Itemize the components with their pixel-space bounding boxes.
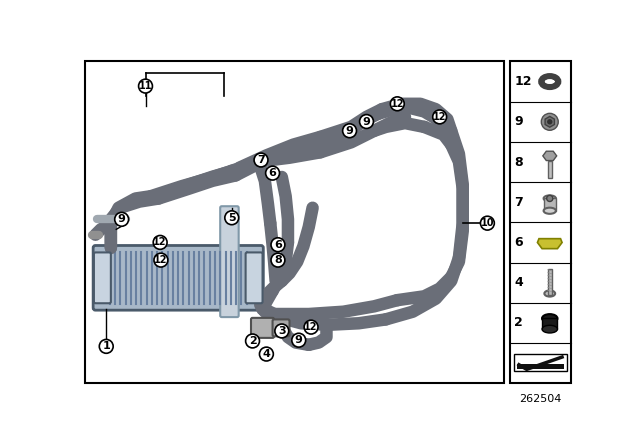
Ellipse shape [543, 195, 556, 202]
Bar [509, 61, 572, 383]
Text: 12: 12 [515, 75, 532, 88]
Text: 9: 9 [295, 335, 303, 345]
Circle shape [225, 211, 239, 225]
Circle shape [304, 320, 318, 334]
FancyBboxPatch shape [220, 206, 239, 317]
Text: 4: 4 [262, 349, 270, 359]
Ellipse shape [542, 314, 557, 323]
Polygon shape [543, 151, 557, 160]
Circle shape [547, 119, 552, 125]
Text: 9: 9 [515, 115, 523, 128]
Polygon shape [517, 364, 564, 369]
Bar [542, 319, 557, 329]
Circle shape [153, 236, 167, 250]
Ellipse shape [543, 208, 556, 214]
FancyBboxPatch shape [94, 252, 111, 303]
Text: 2: 2 [249, 336, 257, 346]
Text: 1: 1 [102, 341, 110, 351]
Circle shape [390, 97, 404, 111]
Polygon shape [545, 116, 554, 127]
Text: 7: 7 [257, 155, 265, 165]
FancyBboxPatch shape [251, 318, 274, 338]
Text: 10: 10 [481, 218, 494, 228]
Circle shape [541, 113, 558, 130]
Ellipse shape [545, 290, 555, 297]
Bar [543, 198, 556, 211]
Text: 6: 6 [269, 168, 276, 178]
Text: 6: 6 [274, 240, 282, 250]
Text: 12: 12 [154, 237, 167, 247]
Circle shape [547, 195, 553, 202]
Text: 4: 4 [515, 276, 523, 289]
Text: 8: 8 [515, 155, 523, 168]
Circle shape [266, 166, 280, 180]
Text: 3: 3 [278, 326, 285, 336]
Ellipse shape [545, 79, 554, 84]
Circle shape [271, 238, 285, 252]
Text: 11: 11 [139, 81, 152, 91]
Circle shape [99, 340, 113, 353]
Text: 9: 9 [346, 126, 353, 136]
Bar [86, 61, 504, 383]
Circle shape [342, 124, 356, 138]
Circle shape [139, 79, 152, 93]
Circle shape [246, 334, 259, 348]
Circle shape [275, 324, 289, 338]
FancyBboxPatch shape [93, 246, 263, 310]
Text: 262504: 262504 [519, 394, 562, 404]
Text: 8: 8 [274, 255, 282, 265]
Text: 12: 12 [390, 99, 404, 109]
Text: 5: 5 [228, 213, 236, 223]
Circle shape [433, 110, 447, 124]
Circle shape [481, 216, 494, 230]
FancyBboxPatch shape [246, 252, 262, 303]
Circle shape [271, 253, 285, 267]
Circle shape [154, 253, 168, 267]
Circle shape [115, 212, 129, 226]
Text: 2: 2 [515, 316, 523, 329]
Polygon shape [538, 239, 562, 249]
Circle shape [360, 115, 373, 129]
Circle shape [292, 333, 306, 347]
Text: 9: 9 [118, 214, 125, 224]
Text: 9: 9 [363, 116, 371, 126]
Bar [548, 161, 552, 178]
Bar [515, 354, 566, 371]
Bar [548, 269, 552, 295]
Text: 12: 12 [304, 322, 318, 332]
Text: 7: 7 [515, 196, 523, 209]
Circle shape [259, 347, 273, 361]
Circle shape [254, 153, 268, 167]
FancyBboxPatch shape [273, 319, 289, 336]
Text: 6: 6 [515, 236, 523, 249]
Text: 12: 12 [154, 255, 168, 265]
Text: 12: 12 [433, 112, 447, 122]
Ellipse shape [542, 325, 557, 333]
